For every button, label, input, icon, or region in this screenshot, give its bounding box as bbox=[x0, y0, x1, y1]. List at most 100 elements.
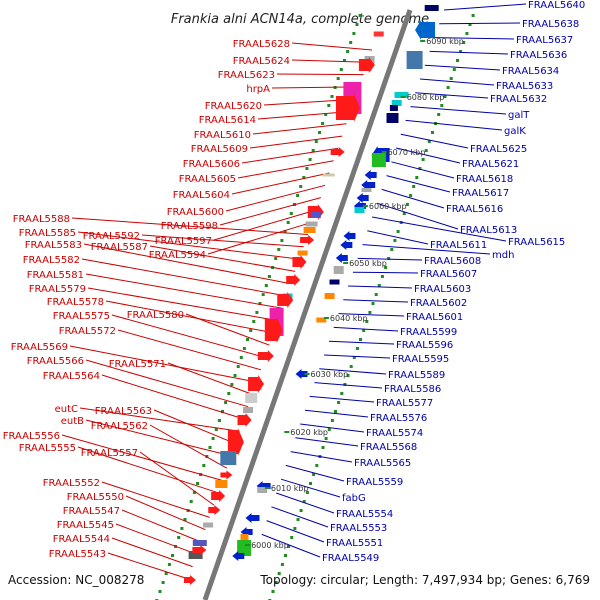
gene-block bbox=[386, 113, 399, 123]
gene-block bbox=[406, 51, 423, 69]
gene-arrow-forward bbox=[264, 317, 283, 343]
leader-line bbox=[348, 285, 413, 289]
tick-mark-left bbox=[230, 383, 234, 386]
leader-line bbox=[252, 123, 347, 135]
gene-block bbox=[257, 487, 268, 493]
label-leader-lines bbox=[61, 3, 527, 580]
gene-label-left: FRAAL5623 bbox=[218, 70, 275, 81]
tick-mark-right bbox=[293, 527, 297, 530]
leader-line bbox=[261, 533, 321, 558]
tick-mark-right bbox=[456, 59, 459, 62]
tick-mark-right bbox=[387, 257, 391, 260]
gene-block bbox=[361, 188, 372, 192]
tick-mark-right bbox=[402, 212, 406, 215]
tick-mark-left bbox=[355, 23, 359, 26]
gene-label-left: FRAAL5580 bbox=[127, 310, 184, 321]
tick-mark-left bbox=[343, 59, 346, 62]
tick-mark-left bbox=[258, 302, 262, 305]
tick-mark-left bbox=[239, 356, 243, 359]
gene-block bbox=[329, 279, 340, 285]
leader-line bbox=[419, 78, 495, 86]
tick-mark-right bbox=[384, 266, 388, 269]
tick-mark-right bbox=[309, 482, 312, 485]
gene-arrow-forward bbox=[248, 375, 265, 393]
tick-mark-right bbox=[421, 158, 425, 161]
leader-line bbox=[328, 340, 395, 345]
tick-mark-left bbox=[164, 572, 168, 575]
gene-arrow-forward bbox=[183, 575, 196, 585]
leader-line bbox=[391, 161, 455, 179]
tick-mark-right bbox=[305, 491, 309, 494]
leader-line bbox=[69, 345, 257, 383]
gene-label-left: FRAAL5600 bbox=[167, 207, 224, 218]
tick-mark-left bbox=[336, 77, 340, 80]
gene-arrow-forward bbox=[208, 505, 221, 515]
gene-label-left: FRAAL5575 bbox=[53, 311, 110, 322]
gene-arrow-reverse bbox=[245, 513, 260, 523]
gene-label-left: FRAAL5610 bbox=[194, 130, 251, 141]
gene-label-right: FRAAL5616 bbox=[446, 204, 503, 215]
gene-arrow-forward bbox=[292, 255, 307, 269]
leader-line bbox=[71, 217, 309, 235]
tick-mark-left bbox=[249, 329, 253, 332]
gene-label-left: FRAAL5606 bbox=[183, 159, 240, 170]
leader-line bbox=[276, 492, 335, 514]
gene-label-left: FRAAL5563 bbox=[95, 406, 152, 417]
gene-arrow-forward bbox=[227, 428, 244, 456]
gene-arrow-reverse bbox=[415, 20, 436, 40]
tick-mark-left bbox=[264, 284, 268, 287]
tick-mark-right bbox=[312, 473, 316, 476]
tick-mark-right bbox=[424, 149, 428, 152]
tick-mark-left bbox=[236, 365, 240, 368]
gene-label-left: FRAAL5620 bbox=[205, 101, 262, 112]
tick-mark-right bbox=[380, 275, 384, 278]
genome-summary: Topology: circular; Length: 7,497,934 bp… bbox=[260, 573, 590, 587]
gene-label-right: FRAAL5615 bbox=[508, 237, 565, 248]
gene-block bbox=[220, 451, 237, 465]
leader-line bbox=[85, 419, 232, 457]
gene-label-right: FRAAL5568 bbox=[360, 442, 417, 453]
leader-line bbox=[304, 409, 369, 418]
gene-label-left: FRAAL5566 bbox=[27, 356, 84, 367]
gene-block bbox=[322, 173, 335, 177]
tick-mark-left bbox=[189, 500, 193, 503]
leader-line bbox=[241, 147, 338, 164]
gene-label-right: FRAAL5636 bbox=[510, 50, 567, 61]
gene-block bbox=[303, 227, 316, 233]
gene-label-left: FRAAL5562 bbox=[91, 421, 148, 432]
tick-mark-right bbox=[334, 410, 337, 413]
gene-block bbox=[297, 250, 308, 256]
gene-label-left: FRAAL5597 bbox=[155, 236, 212, 247]
leader-line bbox=[185, 313, 270, 346]
leader-line bbox=[85, 359, 249, 408]
kbp-label: 6070 kbp bbox=[388, 148, 426, 157]
kbp-label: 6030 kbp bbox=[311, 370, 349, 379]
gene-label-left: FRAAL5579 bbox=[29, 284, 86, 295]
gene-label-left: eutC bbox=[55, 404, 78, 415]
tick-mark-left bbox=[280, 239, 284, 242]
gene-block bbox=[240, 534, 249, 542]
gene-label-left: FRAAL5585 bbox=[19, 228, 76, 239]
gene-label-left: FRAAL5564 bbox=[43, 371, 100, 382]
tick-mark-left bbox=[161, 581, 165, 584]
tick-mark-left bbox=[227, 392, 231, 395]
tick-mark-right bbox=[327, 428, 331, 431]
gene-label-right: fabG bbox=[342, 493, 366, 504]
gene-label-left: hrpA bbox=[246, 84, 270, 95]
gene-label-left: FRAAL5547 bbox=[63, 506, 120, 517]
leader-line bbox=[338, 313, 405, 317]
gene-block bbox=[203, 522, 214, 528]
tick-mark-left bbox=[177, 536, 181, 539]
leader-line bbox=[400, 133, 469, 149]
gene-block bbox=[245, 393, 258, 403]
leader-line bbox=[101, 374, 245, 420]
gene-block bbox=[424, 5, 439, 11]
tick-mark-left bbox=[221, 410, 224, 413]
gene-label-left: FRAAL5582 bbox=[23, 255, 80, 266]
tick-mark-right bbox=[349, 365, 353, 368]
gene-label-right: FRAAL5618 bbox=[456, 174, 513, 185]
leader-line bbox=[107, 552, 189, 580]
tick-mark-right bbox=[393, 239, 397, 242]
leader-line bbox=[295, 437, 359, 447]
gene-arrow-forward bbox=[277, 292, 294, 308]
